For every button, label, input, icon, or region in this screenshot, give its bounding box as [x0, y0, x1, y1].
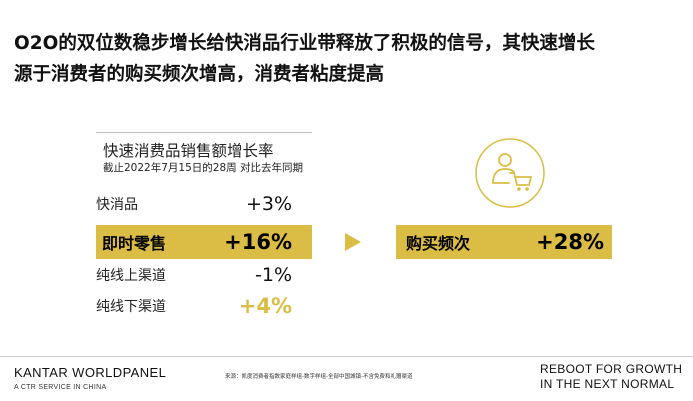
- tagline-line-2: IN THE NEXT NORMAL: [540, 377, 675, 391]
- stats-subtitle: 截止2022年7月15日的28周 对比去年同期: [103, 162, 303, 174]
- purchase-frequency-highlight: 购买频次 +28%: [396, 225, 612, 259]
- brand-logo: KANTAR WORLDPANEL: [14, 365, 167, 380]
- tagline: REBOOT FOR GROWTH IN THE NEXT NORMAL: [540, 362, 682, 392]
- stats-row-value: +3%: [245, 193, 292, 215]
- stats-row-label: 快消品: [96, 197, 138, 213]
- arrow-right-icon: [345, 233, 361, 251]
- purchase-frequency-value: +28%: [536, 230, 604, 254]
- source-note: 来源：凯度消费者指数家庭样组-数字样组-全部中国城镇-不含免费和礼赠渠道: [225, 374, 413, 380]
- tagline-line-1: REBOOT FOR GROWTH: [540, 362, 683, 376]
- stats-row-offline: 纯线下渠道 +4%: [96, 289, 312, 323]
- headline-line-2: 源于消费者的购买频次增高，消费者粘度提高: [14, 64, 385, 85]
- stats-title: 快速消费品销售额增长率: [103, 142, 274, 160]
- footer-rule: [0, 356, 693, 357]
- stats-row-label: 纯线下渠道: [96, 299, 166, 315]
- stats-row-value: +4%: [238, 294, 292, 318]
- stats-row-fmcg: 快消品 +3%: [96, 187, 312, 221]
- shopper-cart-icon: [474, 137, 546, 209]
- stats-row-label: 即时零售: [102, 234, 167, 253]
- stats-top-rule: [96, 132, 312, 133]
- headline-line-1: O2O的双位数稳步增长给快消品行业带释放了积极的信号，其快速增长: [14, 33, 595, 54]
- stats-row-value: -1%: [255, 264, 292, 286]
- stats-row-online: 纯线上渠道 -1%: [96, 258, 312, 292]
- purchase-frequency-label: 购买频次: [406, 234, 471, 253]
- stats-row-instant-retail: 即时零售 +16%: [96, 225, 312, 259]
- slide-headline: O2O的双位数稳步增长给快消品行业带释放了积极的信号，其快速增长 源于消费者的购…: [14, 28, 684, 90]
- stats-row-label: 纯线上渠道: [96, 268, 166, 284]
- stats-row-value: +16%: [224, 230, 292, 254]
- brand-subtitle: A CTR SERVICE IN CHINA: [14, 384, 107, 391]
